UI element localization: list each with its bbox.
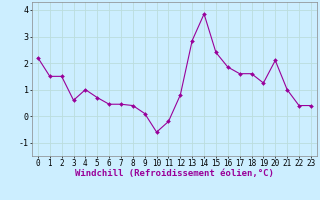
X-axis label: Windchill (Refroidissement éolien,°C): Windchill (Refroidissement éolien,°C) [75, 169, 274, 178]
